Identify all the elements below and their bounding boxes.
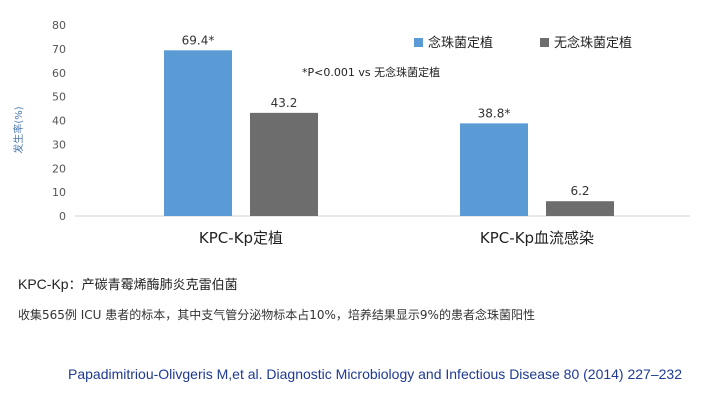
category-label: KPC-Kp血流感染 [480,229,594,247]
bar-candida [164,50,232,217]
abbreviation-text: 产碳青霉烯酶肺炎克雷伯菌 [81,277,238,292]
data-label: 43.2 [271,96,298,110]
data-label: 6.2 [570,184,589,198]
y-tick-label: 50 [52,91,66,104]
y-tick-label: 20 [52,162,66,175]
y-tick-label: 60 [52,67,66,80]
bar-chart: 0 10 20 30 40 50 60 70 80 69.4* 43.2 38.8* 6.2 KPC-… [12,19,690,247]
significance-annotation: *P<0.001 vs 无念珠菌定植 [302,65,440,79]
y-axis-label: 发生率(%) [12,106,25,153]
category-labels: KPC-Kp定植 KPC-Kp血流感染 [199,229,594,247]
study-note: 收集565例 ICU 患者的标本，其中支气管分泌物标本占10%，培养结果显示9%… [18,308,535,322]
abbreviation-line: KPC-Kp：产碳青霉烯酶肺炎克雷伯菌 [18,274,238,293]
data-label: 69.4* [182,33,215,47]
y-tick-label: 30 [52,138,66,151]
y-tick-label: 80 [52,19,66,32]
legend: 念珠菌定植 无念珠菌定植 [414,35,632,51]
category-label: KPC-Kp定植 [199,229,283,247]
y-tick-label: 10 [52,186,66,199]
bar-candida [460,123,528,216]
y-tick-label: 70 [52,43,66,56]
legend-label: 无念珠菌定植 [554,35,632,51]
bar-no-candida [546,201,614,216]
legend-swatch [414,38,423,47]
y-tick-label: 40 [52,115,66,128]
data-labels: 69.4* 43.2 38.8* 6.2 [182,33,590,198]
bar-no-candida [250,112,318,216]
bars [164,50,614,217]
data-label: 38.8* [478,106,511,120]
legend-swatch [540,38,549,47]
legend-label: 念珠菌定植 [428,35,493,51]
reference-citation: Papadimitriou-Olivgeris M,et al. Diagnos… [68,366,682,382]
abbreviation-sep: ： [68,277,82,292]
y-tick-label: 0 [59,210,66,223]
abbreviation-key: KPC-Kp [18,276,69,292]
